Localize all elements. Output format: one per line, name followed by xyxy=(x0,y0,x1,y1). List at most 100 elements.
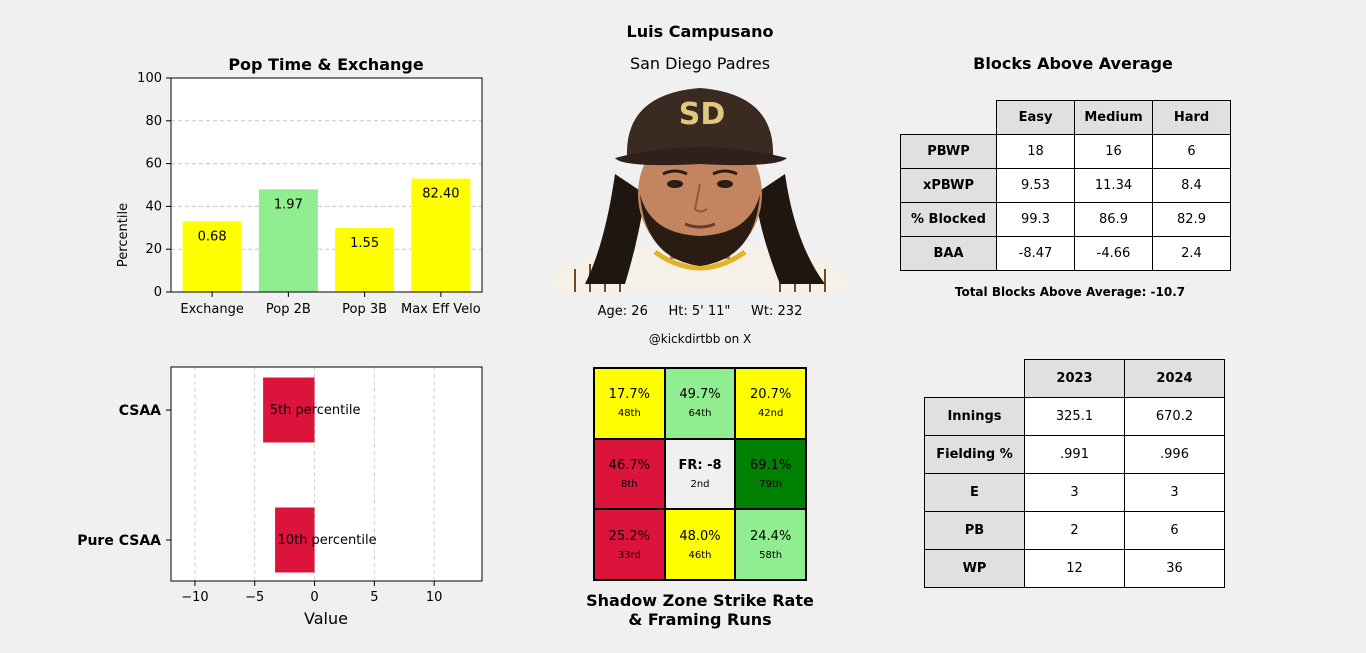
table-cell: 9.53 xyxy=(996,168,1075,203)
baa-row-header: xPBWP xyxy=(900,168,997,203)
player-bio: Age: 26 Ht: 5' 11" Wt: 232 xyxy=(597,304,803,319)
csaa-x-axis-label: Value xyxy=(304,609,348,628)
bar xyxy=(275,507,315,573)
table-cell: 2 xyxy=(1024,511,1125,550)
zone-cell-rank: 48th xyxy=(617,408,641,420)
table-row: Innings 325.1 670.2 xyxy=(924,397,1225,436)
baa-row-header: % Blocked xyxy=(900,202,997,237)
baa-total: Total Blocks Above Average: -10.7 xyxy=(954,285,1186,299)
bar-value-label: 0.68 xyxy=(198,229,227,244)
pop-time-chart: Pop Time & Exchange Percentile 0 20 40 60 80… xyxy=(116,55,483,317)
y-tick-label: 60 xyxy=(145,157,162,172)
zone-cell-value: 69.1% xyxy=(750,457,792,473)
author-handle: @kickdirtbb on X xyxy=(648,332,752,346)
svg-text:SD: SD xyxy=(679,97,726,132)
fielding-table: 2023 2024 Innings 325.1 670.2 Fielding %… xyxy=(924,359,1225,588)
pop-chart-title: Pop Time & Exchange xyxy=(228,55,424,74)
team-name: San Diego Padres xyxy=(629,54,771,73)
baa-col-header: Medium xyxy=(1074,100,1153,135)
plot-frame xyxy=(170,77,483,293)
table-cell: 3 xyxy=(1124,473,1225,512)
fielding-row-header: PB xyxy=(924,511,1025,550)
bar-value-label: 82.40 xyxy=(422,187,459,202)
y-tick-label: Pure CSAA xyxy=(77,533,161,549)
fielding-corner xyxy=(925,360,1025,398)
table-cell: .991 xyxy=(1024,435,1125,474)
zone-cell: 69.1% 79th xyxy=(735,438,806,510)
table-cell: 36 xyxy=(1124,549,1225,588)
zone-cell-value: 46.7% xyxy=(608,457,650,473)
player-name: Luis Campusano xyxy=(626,22,774,41)
fielding-col-header: 2024 xyxy=(1124,359,1225,398)
zone-cell-value: 20.7% xyxy=(750,387,792,403)
zone-cell-rank: 46th xyxy=(688,549,712,561)
zone-cell-rank: 42nd xyxy=(757,408,784,420)
bar xyxy=(182,221,242,292)
y-tick-label: 100 xyxy=(137,71,162,86)
plot-frame xyxy=(170,366,483,582)
table-cell: 6 xyxy=(1152,134,1231,169)
x-tick-label: 5 xyxy=(370,590,378,605)
player-photo-illustration: SD xyxy=(545,88,855,292)
fielding-header-row: 2023 2024 xyxy=(925,359,1225,398)
zone-cell-value: 17.7% xyxy=(608,387,650,403)
y-tick-label: 20 xyxy=(145,242,162,257)
zone-cell-rank: 33rd xyxy=(617,549,641,561)
table-cell: .996 xyxy=(1124,435,1225,474)
x-tick-label: Pop 3B xyxy=(342,302,387,317)
table-row: WP 12 36 xyxy=(924,549,1225,588)
fielding-row-header: Innings xyxy=(924,397,1025,436)
shadow-zone-grid: 17.7% 48th 49.7% 64th 20.7% 42nd 46.7% 8th FR: -… xyxy=(593,367,807,581)
bar-value-label: 10th percentile xyxy=(278,533,377,548)
shadow-zone-title-line2: & Framing Runs xyxy=(628,610,772,629)
zone-cell-rank: 64th xyxy=(688,408,712,420)
zone-cell-rank: 79th xyxy=(759,478,783,490)
bar xyxy=(411,178,471,292)
zone-cell-value: FR: -8 xyxy=(678,457,722,473)
baa-row-header: BAA xyxy=(900,236,997,271)
x-tick-label: −5 xyxy=(245,590,264,605)
bar xyxy=(258,189,318,292)
table-row: Fielding % .991 .996 xyxy=(924,435,1225,474)
zone-cell-rank: 2nd xyxy=(690,478,710,490)
bar-value-label: 5th percentile xyxy=(270,403,361,418)
bar-value-label: 1.97 xyxy=(274,197,303,212)
zone-cell-value: 48.0% xyxy=(679,528,721,544)
baa-corner xyxy=(901,101,997,135)
x-tick-label: Exchange xyxy=(180,302,244,317)
fielding-row-header: Fielding % xyxy=(924,435,1025,474)
zone-cell: FR: -8 2nd xyxy=(664,438,736,510)
x-tick-label: Max Eff Velo xyxy=(401,302,481,317)
table-cell: 11.34 xyxy=(1074,168,1153,203)
shadow-zone-title-line1: Shadow Zone Strike Rate xyxy=(586,591,814,610)
shadow-zone-title: Shadow Zone Strike Rate & Framing Runs xyxy=(560,591,840,629)
y-tick-label: 0 xyxy=(154,285,162,300)
zone-cell-rank: 8th xyxy=(621,478,638,490)
zone-cell: 20.7% 42nd xyxy=(735,368,806,439)
fielding-col-header: 2023 xyxy=(1024,359,1125,398)
x-tick-label: −10 xyxy=(181,590,208,605)
zone-cell: 17.7% 48th xyxy=(594,368,665,439)
zone-cell: 49.7% 64th xyxy=(664,368,736,439)
y-tick-label: 80 xyxy=(145,114,162,129)
bar-value-label: 1.55 xyxy=(350,236,379,251)
table-cell: 325.1 xyxy=(1024,397,1125,436)
baa-col-header: Easy xyxy=(996,100,1075,135)
zone-cell-value: 24.4% xyxy=(750,528,792,544)
table-cell: 2.4 xyxy=(1152,236,1231,271)
fielding-row-header: E xyxy=(924,473,1025,512)
zone-cell: 24.4% 58th xyxy=(735,509,806,580)
table-cell: 82.9 xyxy=(1152,202,1231,237)
y-tick-label: 40 xyxy=(145,199,162,214)
zone-cell: 46.7% 8th xyxy=(594,438,665,510)
x-tick-label: Pop 2B xyxy=(266,302,311,317)
table-cell: 8.4 xyxy=(1152,168,1231,203)
zone-cell: 25.2% 33rd xyxy=(594,509,665,580)
table-cell: 670.2 xyxy=(1124,397,1225,436)
table-row: PBWP 18 16 6 xyxy=(900,134,1231,169)
table-row: BAA -8.47 -4.66 2.4 xyxy=(900,236,1231,271)
baa-row-header: PBWP xyxy=(900,134,997,169)
table-cell: 99.3 xyxy=(996,202,1075,237)
bar xyxy=(335,227,395,292)
table-cell: -8.47 xyxy=(996,236,1075,271)
